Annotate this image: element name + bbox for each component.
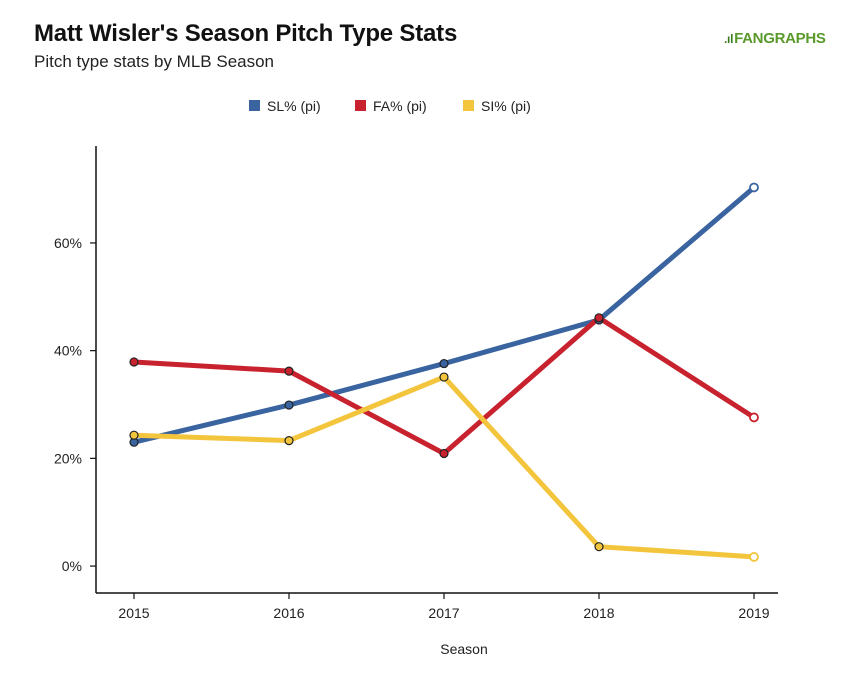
x-axis-label: Season	[440, 641, 487, 657]
x-tick-label: 2019	[738, 605, 769, 621]
y-tick-label: 20%	[54, 450, 82, 466]
x-ticks: 2015 2016 2017 2018 2019	[118, 593, 770, 621]
data-point[interactable]	[129, 357, 139, 367]
series-line	[131, 374, 757, 560]
series-lines	[131, 184, 757, 560]
data-point[interactable]	[749, 412, 759, 423]
data-point[interactable]	[284, 435, 294, 446]
data-point[interactable]	[284, 366, 294, 376]
x-tick-label: 2015	[118, 605, 149, 621]
logo-mark-icon: .ıl	[724, 32, 734, 46]
series-points	[129, 182, 759, 562]
data-point[interactable]	[439, 372, 449, 382]
data-point[interactable]	[129, 430, 139, 440]
x-tick-label: 2018	[583, 605, 614, 621]
data-point[interactable]	[594, 313, 604, 323]
series-line	[131, 315, 757, 457]
y-tick-label: 0%	[62, 558, 82, 574]
legend-label: FA% (pi)	[373, 98, 427, 114]
legend-swatch	[249, 100, 260, 111]
data-point[interactable]	[749, 552, 759, 562]
series-line	[131, 184, 757, 445]
data-point[interactable]	[439, 358, 449, 369]
legend-item[interactable]: SL% (pi)	[249, 98, 321, 114]
legend-label: SI% (pi)	[481, 98, 531, 114]
chart-subtitle: Pitch type stats by MLB Season	[34, 52, 275, 71]
legend: SL% (pi) FA% (pi) SI% (pi)	[249, 98, 531, 114]
x-tick-label: 2017	[428, 605, 459, 621]
data-point[interactable]	[439, 448, 449, 459]
legend-swatch	[355, 100, 366, 111]
y-tick-label: 40%	[54, 343, 82, 359]
legend-swatch	[463, 100, 474, 111]
x-tick-label: 2016	[273, 605, 304, 621]
legend-item[interactable]: FA% (pi)	[355, 98, 427, 114]
y-ticks: 0% 20% 40% 60%	[54, 235, 96, 574]
legend-label: SL% (pi)	[267, 98, 321, 114]
fangraphs-logo[interactable]: .ılFANGRAPHS	[724, 30, 826, 47]
y-tick-label: 60%	[54, 235, 82, 251]
axes	[95, 146, 778, 594]
legend-item[interactable]: SI% (pi)	[463, 98, 531, 114]
data-point[interactable]	[749, 182, 759, 193]
logo-text: FANGRAPHS	[734, 30, 826, 47]
data-point[interactable]	[284, 400, 294, 410]
data-point[interactable]	[594, 542, 604, 552]
chart-title: Matt Wisler's Season Pitch Type Stats	[34, 20, 458, 47]
